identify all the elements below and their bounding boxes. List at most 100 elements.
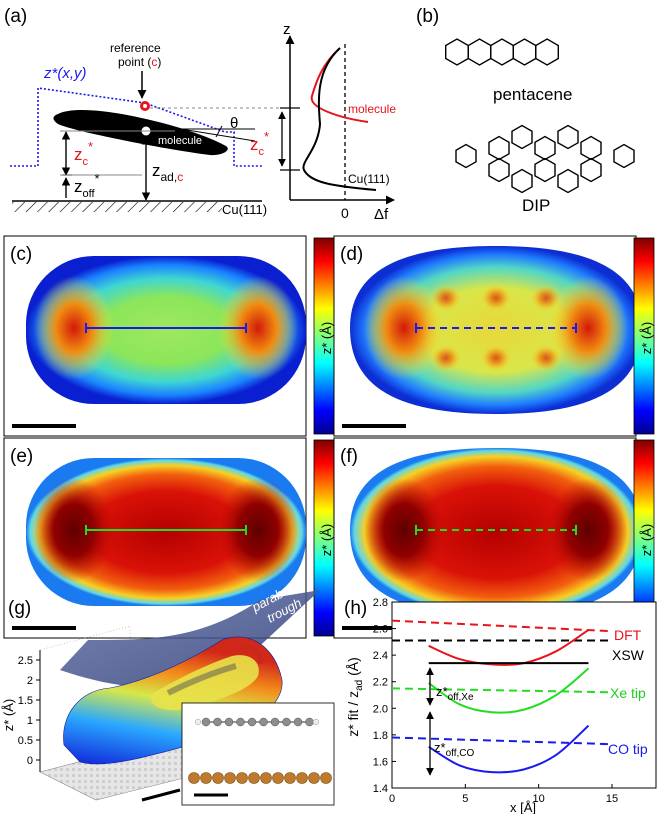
h-atom xyxy=(194,718,202,726)
g-tick-label: 2 xyxy=(27,675,33,687)
parabolic-trough xyxy=(60,590,320,687)
legend-xsw: XSW xyxy=(612,647,645,663)
cu-atom xyxy=(260,772,272,784)
panel-h: (h) 1.4 1.6 1.8 2.0 2.2 2.4 2.6 2.8 0 5 10 15 z* fi… xyxy=(344,597,657,814)
molecule-label: molecule xyxy=(158,135,202,147)
map-label: (e) xyxy=(10,446,33,467)
cu-atom xyxy=(272,772,284,784)
dip-ring xyxy=(580,135,602,161)
cu-atom xyxy=(236,772,248,784)
zoff-xe-label: z*off,Xe xyxy=(436,684,474,703)
map-label: (f) xyxy=(340,446,358,467)
lobe-left xyxy=(34,478,114,582)
dip-ring xyxy=(511,168,533,194)
h-xlabel: x [Å] xyxy=(510,800,536,814)
series-xe-tip-solid xyxy=(428,667,590,714)
zoff-co-label: z*off,CO xyxy=(434,740,475,759)
panel-b-label: (b) xyxy=(416,6,439,27)
y-tick-label: 2.6 xyxy=(373,624,388,636)
colorbar-label: z* (Å) xyxy=(639,524,654,557)
dip-ring xyxy=(557,168,579,194)
y-tick-label: 2.0 xyxy=(373,703,388,715)
panel-g-label: (g) xyxy=(8,598,31,619)
dip-structure xyxy=(455,124,635,194)
reference-point-line2: point (c) xyxy=(118,55,161,69)
c-atom xyxy=(201,717,211,727)
legend-xe: Xe tip xyxy=(610,685,646,701)
panel-g: (g) 2.521.510.50 z* (Å) parabolic trough xyxy=(1,576,335,806)
g-z-ticks: 2.5 2 1.5 1 0.5 0 xyxy=(18,655,40,767)
zdf-zero: 0 xyxy=(341,205,349,221)
series-co-tip-dashed xyxy=(391,736,613,746)
side-view-molecule xyxy=(188,717,332,784)
molecule-shape xyxy=(53,110,228,156)
x-tick-label: 0 xyxy=(389,793,395,805)
panel-h-label: (h) xyxy=(344,598,367,619)
legend-dft: DFT xyxy=(614,627,642,643)
lobe-right xyxy=(218,478,298,582)
ring-feature xyxy=(430,344,462,372)
ring-feature xyxy=(530,284,562,312)
pentacene-label: pentacene xyxy=(493,85,572,104)
g-tick-label: 0.5 xyxy=(18,735,33,747)
dip-ring xyxy=(613,143,635,169)
y-tick-label: 1.8 xyxy=(373,730,388,742)
pentacene-ring xyxy=(490,38,514,66)
map-panel: (c)21.51z* (Å) xyxy=(3,235,353,437)
c-atom xyxy=(305,717,314,727)
cu-atom xyxy=(248,772,260,784)
c-atom xyxy=(236,717,245,727)
pentacene-ring xyxy=(445,38,469,66)
substrate-label: Cu(111) xyxy=(222,202,267,217)
pentacene-structure xyxy=(445,38,559,66)
dip-ring xyxy=(511,124,533,150)
h-atom xyxy=(312,718,320,726)
c-atom xyxy=(270,717,280,727)
theta-line xyxy=(149,123,256,142)
c-atom xyxy=(282,717,291,727)
zdf-inset: z Δf 0 zc* molecule Cu(111) xyxy=(250,21,396,223)
lobe-right xyxy=(548,276,628,380)
g-tick-label: 1 xyxy=(27,715,33,727)
zoff-star-label: zoff* xyxy=(74,171,100,200)
pentacene-ring xyxy=(535,38,559,66)
c-atom xyxy=(247,717,257,727)
theta-label: θ xyxy=(230,115,238,132)
h-series xyxy=(391,619,613,774)
colorbar-label: z* (Å) xyxy=(319,524,334,557)
cu-atom xyxy=(308,772,320,784)
h-ylabel: z* fit / zad (Å) xyxy=(345,657,365,737)
zdf-z-label: z xyxy=(283,21,291,38)
y-tick-label: 1.6 xyxy=(373,756,388,768)
cu-atom xyxy=(284,772,296,784)
cu-atom xyxy=(212,772,224,784)
pentacene-ring xyxy=(512,38,537,66)
y-tick-label: 2.2 xyxy=(373,677,388,689)
y-tick-label: 2.8 xyxy=(373,597,388,609)
colorbar-label: z* (Å) xyxy=(319,322,334,355)
cu-atom xyxy=(224,772,236,784)
zdf-molecule-curve xyxy=(310,47,369,123)
ring-feature xyxy=(530,344,562,372)
colorbar xyxy=(633,237,655,435)
map-label: (c) xyxy=(10,244,32,265)
g-tick-label: 0 xyxy=(27,755,33,767)
series-dft-solid xyxy=(428,629,590,666)
legend-co: CO tip xyxy=(608,741,648,757)
h-axes: 1.4 1.6 1.8 2.0 2.2 2.4 2.6 2.8 0 5 10 15 xyxy=(373,597,618,805)
map-panel: (e)21.51z* (Å) xyxy=(3,437,353,639)
zdf-substrate-label: Cu(111) xyxy=(348,172,390,186)
panel-a-label: (a) xyxy=(4,6,27,27)
zstar-xy-curve xyxy=(10,87,262,167)
panel-a: (a) reference point (c) z*(x,y) molecule… xyxy=(4,6,396,223)
cu-atom xyxy=(200,772,212,784)
cu-atom xyxy=(296,772,308,784)
dip-ring xyxy=(534,157,556,183)
ring-feature xyxy=(480,344,512,372)
zdf-df-label: Δf xyxy=(374,206,389,223)
c-atom xyxy=(259,717,268,727)
g-tick-label: 2.5 xyxy=(18,655,33,667)
zstar-xy-label: z*(x,y) xyxy=(43,65,87,82)
g-tick-label: 1.5 xyxy=(18,695,33,707)
g-z-axis-label: z* (Å) xyxy=(1,699,16,732)
